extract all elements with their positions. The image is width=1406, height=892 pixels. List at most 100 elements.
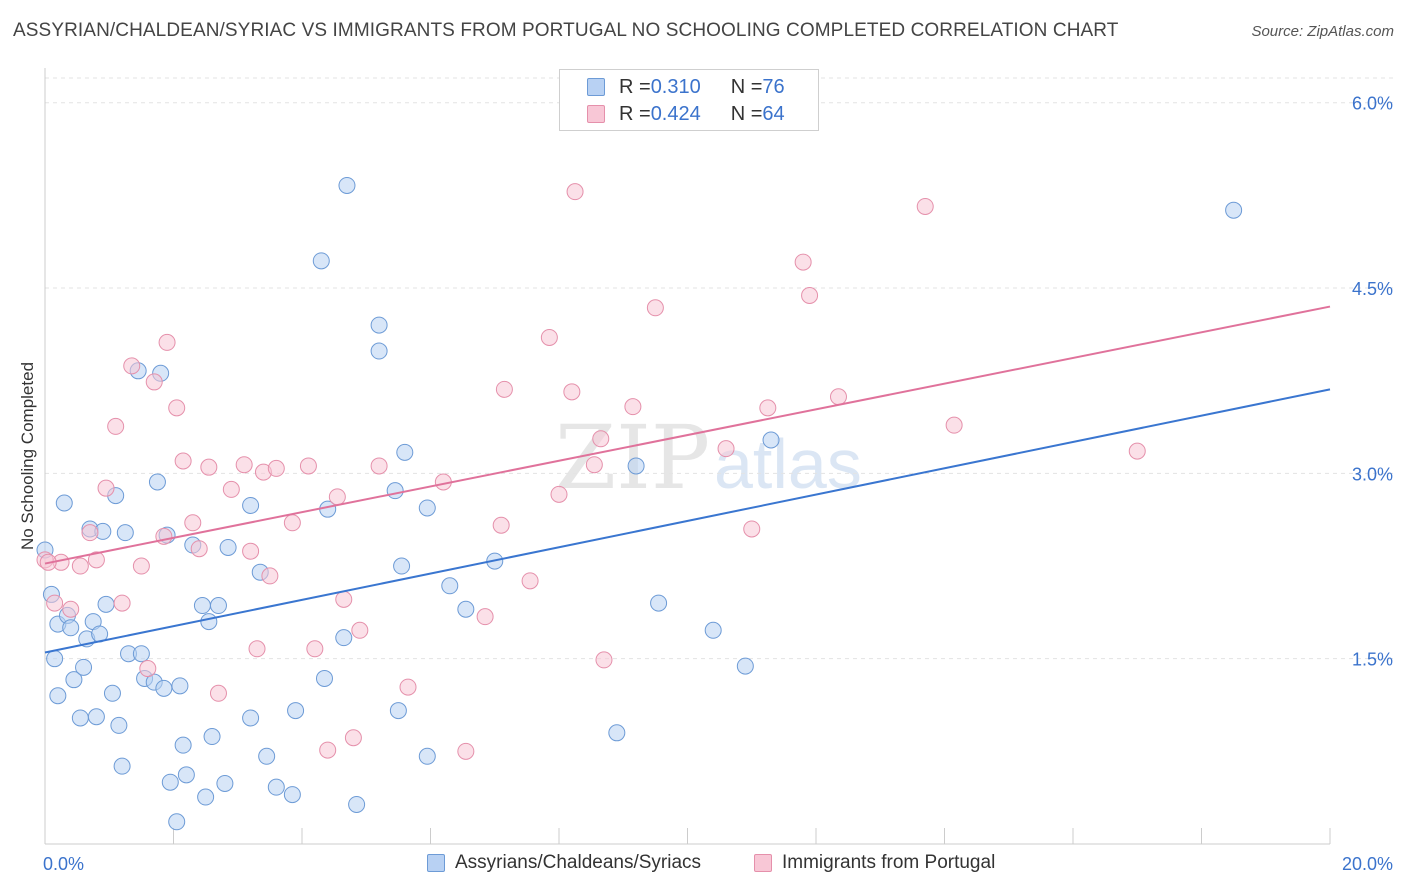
data-point-assyrians — [386, 482, 404, 500]
data-point-assyrians — [335, 629, 353, 647]
data-point-assyrians — [338, 176, 356, 194]
data-point-portugal — [174, 452, 192, 470]
data-point-assyrians — [370, 342, 388, 360]
source-note: Source: ZipAtlas.com — [1251, 23, 1394, 40]
grid — [45, 77, 1395, 660]
data-point-assyrians — [393, 557, 411, 575]
y-tick-label: 6.0% — [1352, 94, 1393, 114]
data-point-portugal — [123, 357, 141, 375]
y-tick-label: 1.5% — [1352, 650, 1393, 670]
data-point-portugal — [299, 457, 317, 475]
data-point-portugal — [743, 520, 761, 538]
data-point-portugal — [46, 594, 64, 612]
data-point-portugal — [945, 416, 963, 434]
data-point-portugal — [71, 557, 89, 575]
data-point-portugal — [794, 253, 812, 271]
watermark: ZIP atlas — [555, 406, 862, 509]
data-point-assyrians — [762, 431, 780, 449]
data-point-portugal — [97, 479, 115, 497]
trend-line-portugal — [44, 305, 1331, 565]
data-point-portugal — [248, 640, 266, 658]
data-point-assyrians — [71, 709, 89, 727]
data-point-assyrians — [65, 671, 83, 689]
x-tick-label-min: 0.0% — [43, 854, 84, 874]
data-point-portugal — [759, 399, 777, 417]
data-point-portugal — [351, 621, 369, 639]
y-tick-label: 3.0% — [1352, 464, 1393, 484]
data-point-assyrians — [203, 728, 221, 746]
data-point-assyrians — [242, 496, 260, 514]
data-point-portugal — [457, 742, 475, 760]
data-point-portugal — [550, 485, 568, 503]
data-point-assyrians — [110, 716, 128, 734]
data-point-portugal — [200, 458, 218, 476]
correlation-legend: R = 0.310 N = 76 R = 0.424 N = 64 — [559, 69, 819, 131]
legend-r-label: R = — [619, 75, 651, 98]
data-point-portugal — [916, 197, 934, 215]
data-point-assyrians — [348, 795, 366, 813]
legend-r-value: 0.424 — [650, 102, 701, 125]
data-point-assyrians — [370, 316, 388, 334]
points — [36, 176, 1243, 831]
data-point-assyrians — [312, 252, 330, 270]
data-point-portugal — [261, 567, 279, 585]
legend-r-label: R = — [619, 102, 651, 125]
data-point-portugal — [267, 459, 285, 477]
data-point-portugal — [592, 430, 610, 448]
data-point-portugal — [1128, 442, 1146, 460]
data-point-portugal — [476, 608, 494, 626]
data-point-portugal — [495, 380, 513, 398]
data-point-portugal — [399, 678, 417, 696]
data-point-assyrians — [97, 595, 115, 613]
legend-r-value: 0.310 — [650, 75, 701, 98]
legend-swatch-pink — [754, 854, 772, 872]
data-point-assyrians — [49, 687, 67, 705]
data-point-assyrians — [267, 778, 285, 796]
data-point-portugal — [87, 551, 105, 569]
data-point-assyrians — [219, 538, 237, 556]
data-point-portugal — [168, 399, 186, 417]
data-point-assyrians — [287, 702, 305, 720]
data-point-assyrians — [168, 813, 186, 831]
data-point-assyrians — [193, 597, 211, 615]
data-point-assyrians — [171, 677, 189, 695]
legend-row-pink: R = 0.424 N = 64 — [560, 101, 785, 127]
data-point-assyrians — [132, 645, 150, 663]
data-point-assyrians — [258, 747, 276, 765]
chart-title: ASSYRIAN/CHALDEAN/SYRIAC VS IMMIGRANTS F… — [13, 20, 1119, 41]
legend-swatch-blue — [427, 854, 445, 872]
legend-n-label: N = — [730, 75, 763, 98]
trend-lines — [44, 305, 1331, 654]
data-point-portugal — [717, 440, 735, 458]
data-point-assyrians — [209, 597, 227, 615]
data-point-portugal — [319, 741, 337, 759]
data-point-assyrians — [103, 684, 121, 702]
data-point-assyrians — [116, 524, 134, 542]
data-point-portugal — [563, 383, 581, 401]
data-point-assyrians — [46, 650, 64, 668]
data-point-portugal — [113, 594, 131, 612]
data-point-portugal — [344, 729, 362, 747]
legend-n-value: 64 — [762, 102, 785, 125]
data-point-assyrians — [608, 724, 626, 742]
data-point-portugal — [107, 417, 125, 435]
legend-row-blue: R = 0.310 N = 76 — [560, 74, 785, 100]
data-point-assyrians — [283, 786, 301, 804]
data-point-portugal — [184, 514, 202, 532]
legend-swatch-blue — [587, 78, 605, 96]
data-point-portugal — [81, 524, 99, 542]
data-point-assyrians — [418, 747, 436, 765]
data-point-portugal — [209, 684, 227, 702]
data-point-portugal — [829, 388, 847, 406]
data-point-assyrians — [161, 773, 179, 791]
data-point-portugal — [540, 328, 558, 346]
data-point-assyrians — [113, 757, 131, 775]
data-point-assyrians — [55, 494, 73, 512]
data-point-assyrians — [1225, 201, 1243, 219]
data-point-portugal — [492, 516, 510, 534]
data-point-portugal — [242, 542, 260, 560]
bottom-legend-item-assyrians: Assyrians/Chaldeans/Syriacs — [427, 852, 701, 874]
data-point-assyrians — [155, 679, 173, 697]
data-point-portugal — [646, 299, 664, 317]
data-point-portugal — [235, 456, 253, 474]
